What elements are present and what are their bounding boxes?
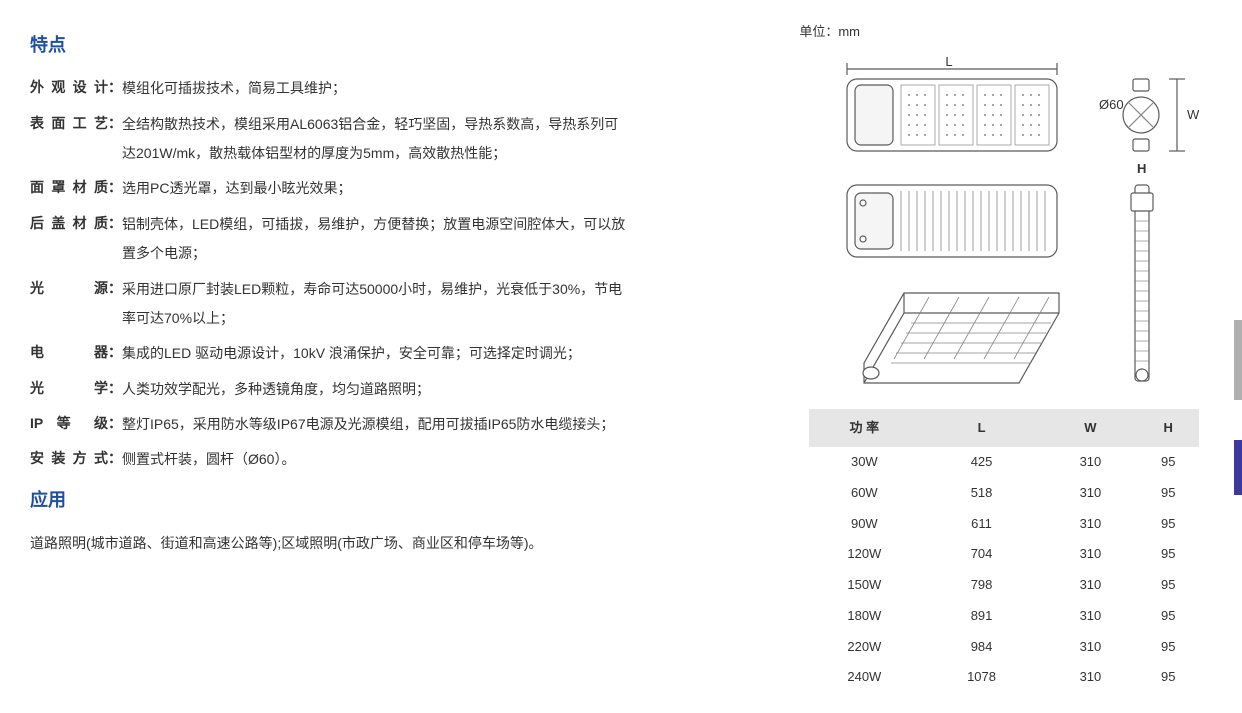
table-cell: 95 [1137,662,1199,693]
applications-text: 道路照明(城市道路、街道和高速公路等);区域照明(市政广场、商业区和停车场等)。 [30,529,629,558]
feature-row: 电 器：集成的LED 驱动电源设计，10kV 浪涌保护，安全可靠；可选择定时调光… [30,339,629,368]
feature-row: 安装方式：侧置式杆装，圆杆（Ø60）。 [30,445,629,474]
table-cell: 310 [1044,447,1137,478]
table-header-row: 功 率 L W H [809,409,1199,448]
table-cell: 891 [919,601,1043,632]
feature-colon: ： [108,445,122,474]
table-cell: 30W [809,447,919,478]
table-cell: 95 [1137,447,1199,478]
table-cell: 95 [1137,509,1199,540]
col-W: W [1044,409,1137,448]
feature-label: 面罩材质 [30,174,108,203]
table-cell: 518 [919,478,1043,509]
feature-colon: ： [108,410,122,439]
feature-colon: ： [108,174,122,203]
feature-value: 模组化可插拔技术，简易工具维护； [122,74,629,103]
feature-value: 采用进口原厂封装LED颗粒，寿命可达50000小时，易维护，光衰低于30%，节电… [122,275,629,334]
dim-label-H: H [1137,161,1146,176]
feature-colon: ： [108,275,122,334]
feature-label: 表面工艺 [30,110,108,169]
table-cell: 310 [1044,570,1137,601]
table-cell: 310 [1044,662,1137,693]
feature-label: 光 源 [30,275,108,334]
feature-row: 后盖材质：铝制壳体，LED模组，可插拔，易维护，方便替换；放置电源空间腔体大，可… [30,210,629,269]
feature-value: 选用PC透光罩，达到最小眩光效果； [122,174,629,203]
table-row: 220W98431095 [809,632,1199,663]
table-cell: 120W [809,539,919,570]
feature-label: IP 等 级 [30,410,108,439]
col-H: H [1137,409,1199,448]
table-cell: 95 [1137,539,1199,570]
table-cell: 1078 [919,662,1043,693]
feature-row: 面罩材质：选用PC透光罩，达到最小眩光效果； [30,174,629,203]
feature-value: 整灯IP65，采用防水等级IP67电源及光源模组，配用可拔插IP65防水电缆接头… [122,410,629,439]
feature-label: 光 学 [30,375,108,404]
table-cell: 984 [919,632,1043,663]
table-cell: 95 [1137,601,1199,632]
table-cell: 310 [1044,509,1137,540]
table-cell: 60W [809,478,919,509]
table-cell: 240W [809,662,919,693]
feature-colon: ： [108,375,122,404]
table-cell: 90W [809,509,919,540]
table-cell: 611 [919,509,1043,540]
applications-heading: 应用 [30,483,629,517]
feature-row: 光 源：采用进口原厂封装LED颗粒，寿命可达50000小时，易维护，光衰低于30… [30,275,629,334]
table-cell: 310 [1044,632,1137,663]
table-row: 150W79831095 [809,570,1199,601]
feature-label: 安装方式 [30,445,108,474]
feature-value: 集成的LED 驱动电源设计，10kV 浪涌保护，安全可靠；可选择定时调光； [122,339,629,368]
table-cell: 180W [809,601,919,632]
col-power: 功 率 [809,409,919,448]
table-cell: 310 [1044,478,1137,509]
table-cell: 704 [919,539,1043,570]
features-heading: 特点 [30,28,629,62]
dim-label-diameter: Ø60 [1099,97,1124,112]
feature-value: 侧置式杆装，圆杆（Ø60）。 [122,445,629,474]
unit-label: 单位：mm [799,20,1212,45]
table-row: 90W61131095 [809,509,1199,540]
feature-row: 光 学：人类功效学配光，多种透镜角度，均匀道路照明； [30,375,629,404]
col-L: L [919,409,1043,448]
feature-label: 外观设计 [30,74,108,103]
feature-colon: ： [108,339,122,368]
table-cell: 220W [809,632,919,663]
table-row: 60W51831095 [809,478,1199,509]
feature-value: 铝制壳体，LED模组，可插拔，易维护，方便替换；放置电源空间腔体大，可以放置多个… [122,210,629,269]
table-cell: 150W [809,570,919,601]
feature-row: 外观设计：模组化可插拔技术，简易工具维护； [30,74,629,103]
feature-value: 人类功效学配光，多种透镜角度，均匀道路照明； [122,375,629,404]
features-list: 外观设计：模组化可插拔技术，简易工具维护；表面工艺：全结构散热技术，模组采用AL… [30,74,629,475]
table-cell: 95 [1137,632,1199,663]
feature-label: 后盖材质 [30,210,108,269]
feature-label: 电 器 [30,339,108,368]
feature-row: IP 等 级：整灯IP65，采用防水等级IP67电源及光源模组，配用可拔插IP6… [30,410,629,439]
table-cell: 798 [919,570,1043,601]
feature-value: 全结构散热技术，模组采用AL6063铝合金，轻巧坚固，导热系数高，导热系列可达2… [122,110,629,169]
feature-colon: ： [108,110,122,169]
left-column: 特点 外观设计：模组化可插拔技术，简易工具维护；表面工艺：全结构散热技术，模组采… [30,20,659,693]
table-cell: 95 [1137,478,1199,509]
dim-label-L: L [946,54,953,69]
table-cell: 95 [1137,570,1199,601]
table-row: 120W70431095 [809,539,1199,570]
table-row: 240W107831095 [809,662,1199,693]
table-cell: 310 [1044,601,1137,632]
table-cell: 310 [1044,539,1137,570]
feature-row: 表面工艺：全结构散热技术，模组采用AL6063铝合金，轻巧坚固，导热系数高，导热… [30,110,629,169]
table-row: 180W89131095 [809,601,1199,632]
table-cell: 425 [919,447,1043,478]
spec-table: 功 率 L W H 30W4253109560W5183109590W61131… [809,409,1199,693]
dimension-diagram: L [809,53,1199,393]
right-column: 单位：mm L [799,20,1212,693]
table-row: 30W42531095 [809,447,1199,478]
feature-colon: ： [108,210,122,269]
feature-colon: ： [108,74,122,103]
scrollbar-accent-grey [1234,320,1242,400]
scrollbar-accent-blue [1234,440,1242,495]
dim-label-W: W [1187,107,1199,122]
